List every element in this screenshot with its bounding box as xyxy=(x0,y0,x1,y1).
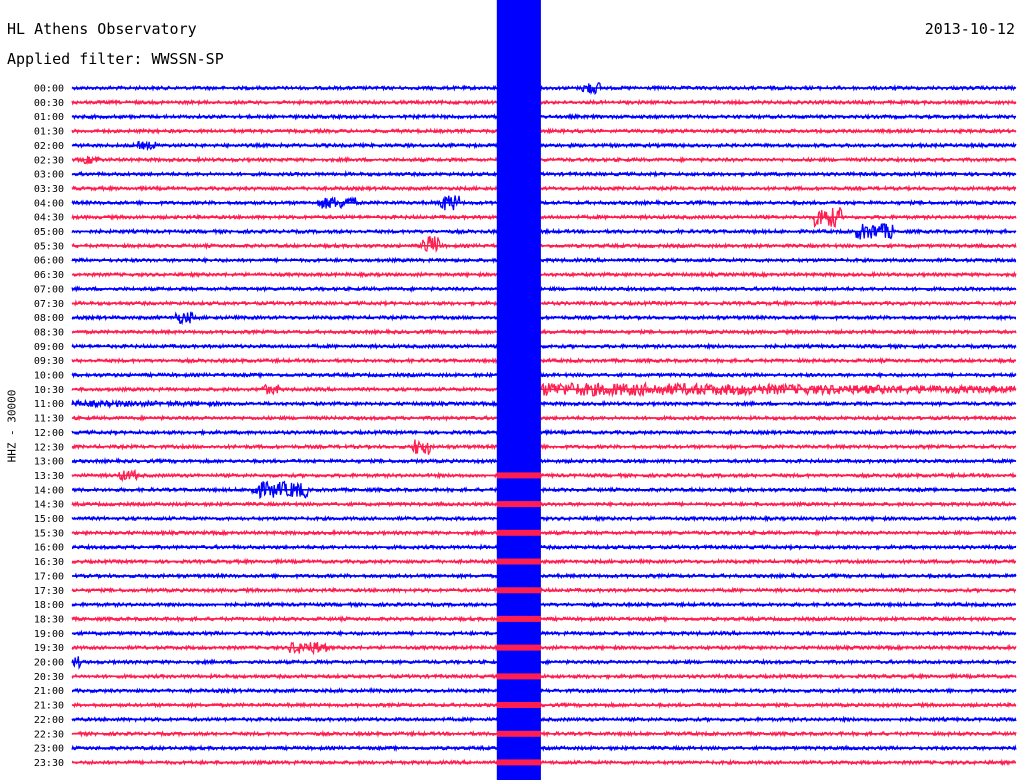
row-label-0100: 01:00 xyxy=(34,112,64,123)
row-label-1400: 14:00 xyxy=(34,485,64,496)
row-label-0130: 01:30 xyxy=(34,127,64,138)
row-label-1200: 12:00 xyxy=(34,428,64,439)
row-label-2130: 21:30 xyxy=(34,701,64,712)
row-label-1530: 15:30 xyxy=(34,528,64,539)
row-label-0700: 07:00 xyxy=(34,284,64,295)
row-label-1300: 13:00 xyxy=(34,457,64,468)
row-label-1600: 16:00 xyxy=(34,543,64,554)
row-label-0000: 00:00 xyxy=(34,84,64,95)
row-label-1830: 18:30 xyxy=(34,614,64,625)
trace-line-2130 xyxy=(71,700,1017,709)
trace-line-1600 xyxy=(71,543,1017,552)
chart-title: HL Athens Observatory xyxy=(7,20,197,38)
row-label-1700: 17:00 xyxy=(34,571,64,582)
trace-line-1130 xyxy=(71,414,1017,423)
event-crossing-1430 xyxy=(496,501,541,508)
row-label-0030: 00:30 xyxy=(34,98,64,109)
trace-line-1230 xyxy=(71,439,1017,455)
event-crossing-1630 xyxy=(496,558,541,565)
row-label-0400: 04:00 xyxy=(34,198,64,209)
event-crossing-2330 xyxy=(496,759,541,766)
row-label-2230: 22:30 xyxy=(34,729,64,740)
major-event-saturation xyxy=(496,0,541,780)
event-crossing-2030 xyxy=(496,673,541,680)
row-label-0930: 09:30 xyxy=(34,356,64,367)
trace-line-0530 xyxy=(71,236,1017,253)
row-label-1730: 17:30 xyxy=(34,586,64,597)
row-label-0600: 06:00 xyxy=(34,256,64,267)
row-label-0430: 04:30 xyxy=(34,213,64,224)
event-crossing-2130 xyxy=(496,702,541,708)
event-crossing-1530 xyxy=(496,529,541,536)
row-label-1900: 19:00 xyxy=(34,629,64,640)
row-label-2000: 20:00 xyxy=(34,658,64,669)
row-label-2300: 23:00 xyxy=(34,744,64,755)
row-label-1230: 12:30 xyxy=(34,442,64,453)
row-label-1500: 15:00 xyxy=(34,514,64,525)
row-label-1030: 10:30 xyxy=(34,385,64,396)
row-label-1430: 14:30 xyxy=(34,500,64,511)
event-crossing-1930 xyxy=(496,644,541,651)
filter-label: Applied filter: WWSSN-SP xyxy=(7,50,224,68)
row-label-0200: 02:00 xyxy=(34,141,64,152)
row-label-0300: 03:00 xyxy=(34,170,64,181)
row-label-0530: 05:30 xyxy=(34,241,64,252)
trace-line-1100 xyxy=(71,398,1017,410)
row-label-2030: 20:30 xyxy=(34,672,64,683)
row-label-1100: 11:00 xyxy=(34,399,64,410)
event-crossing-1830 xyxy=(496,615,541,622)
row-label-0900: 09:00 xyxy=(34,342,64,353)
event-crossing-2230 xyxy=(496,730,541,737)
trace-line-1500 xyxy=(71,514,1017,523)
row-label-1800: 18:00 xyxy=(34,600,64,611)
row-label-1930: 19:30 xyxy=(34,643,64,654)
row-label-1330: 13:30 xyxy=(34,471,64,482)
row-label-0230: 02:30 xyxy=(34,155,64,166)
row-label-1630: 16:30 xyxy=(34,557,64,568)
row-label-1000: 10:00 xyxy=(34,371,64,382)
row-label-0500: 05:00 xyxy=(34,227,64,238)
row-label-2330: 23:30 xyxy=(34,758,64,769)
row-label-0830: 08:30 xyxy=(34,327,64,338)
row-label-0630: 06:30 xyxy=(34,270,64,281)
row-label-2200: 22:00 xyxy=(34,715,64,726)
row-label-1130: 11:30 xyxy=(34,414,64,425)
row-label-0800: 08:00 xyxy=(34,313,64,324)
row-label-0730: 07:30 xyxy=(34,299,64,310)
row-label-0330: 03:30 xyxy=(34,184,64,195)
date-label: 2013-10-12 xyxy=(924,20,1015,38)
event-crossing-1330 xyxy=(496,472,541,479)
event-crossing-1730 xyxy=(496,587,541,594)
trace-line-1630 xyxy=(71,557,1017,566)
row-label-2100: 21:00 xyxy=(34,686,64,697)
